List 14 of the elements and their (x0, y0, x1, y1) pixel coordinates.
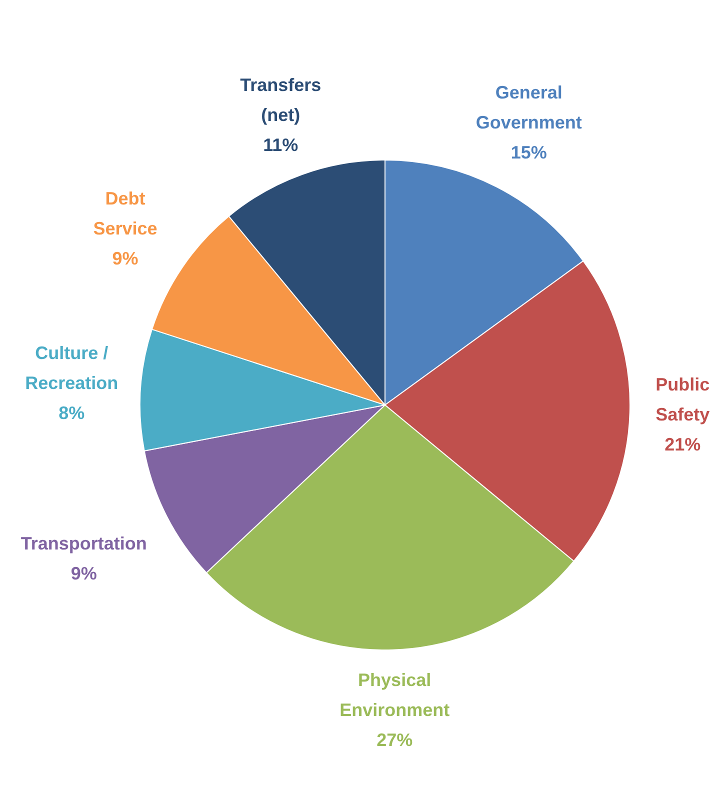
data-label: 15% (510, 142, 547, 163)
slice-label: Physical Environment (340, 670, 450, 720)
data-label: 11% (263, 135, 298, 156)
slice-label: Public Safety (656, 374, 710, 425)
slice-label: Culture / Recreation (25, 343, 118, 394)
data-label: 8% (58, 403, 85, 424)
slice-label: Transfers (net) (240, 75, 322, 126)
slice-label: Transportation (20, 533, 147, 554)
slice-label: General Government (476, 82, 582, 133)
data-label: 27% (376, 730, 413, 750)
data-label: 21% (664, 434, 701, 455)
data-label: 9% (70, 563, 97, 584)
slice-label: Debt Service (93, 188, 158, 239)
data-label: 9% (112, 248, 138, 269)
